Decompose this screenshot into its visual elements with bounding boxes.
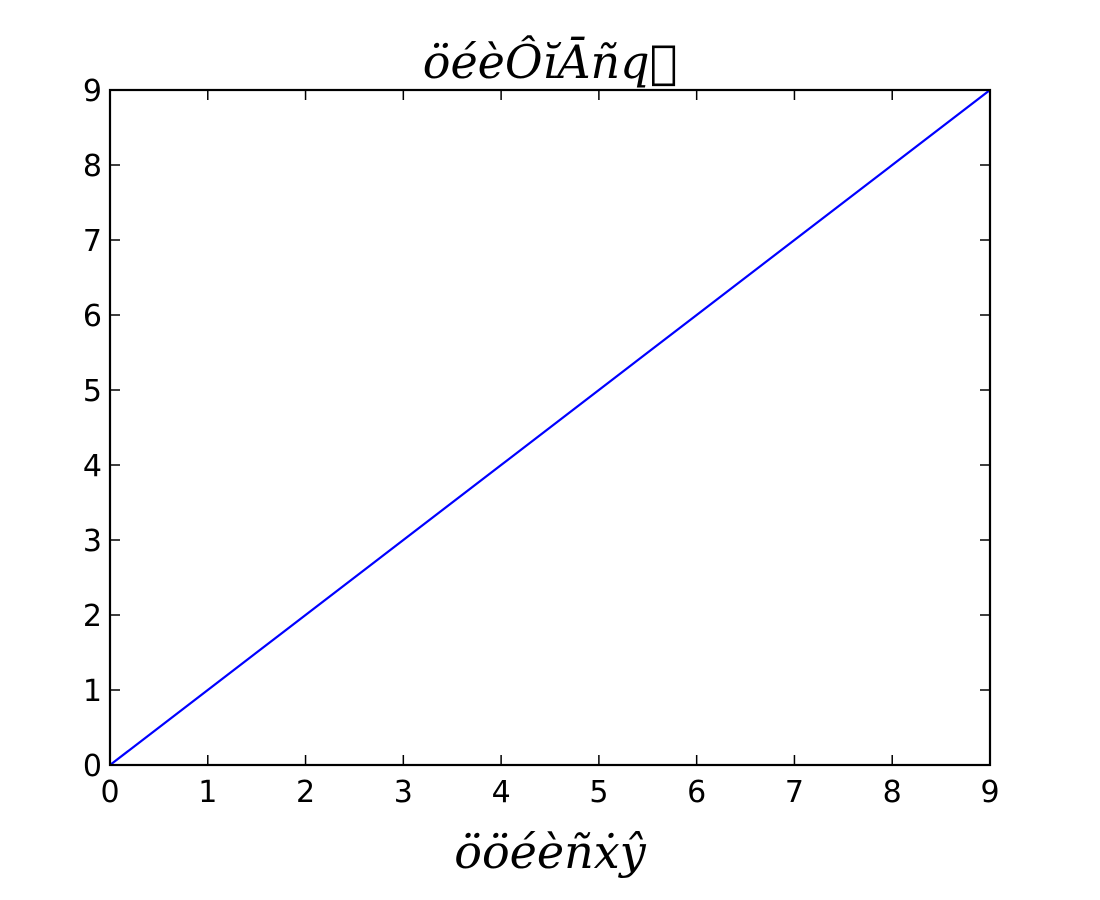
series-line-0 [109,89,991,766]
x-tick-label: 3 [394,775,413,810]
y-tick-label: 0 [83,749,102,784]
x-tick-label: 9 [980,775,999,810]
x-tick-label: 8 [883,775,902,810]
y-tick-label: 5 [83,374,102,409]
x-tick-label: 6 [687,775,706,810]
x-tick-label: 0 [100,775,119,810]
x-tick-label: 4 [492,775,511,810]
y-tick-label: 4 [83,449,102,484]
series-layer [109,89,991,766]
axes-frame [108,88,992,767]
ticks-layer: 0 1 2 3 4 5 6 7 8 9 0 1 2 3 4 5 6 7 8 9 [83,74,1000,810]
y-tick-label: 8 [83,149,102,184]
x-tick-label: 2 [296,775,315,810]
x-tick-label: 5 [589,775,608,810]
x-axis-label: ööéèñẋŷ [454,825,646,879]
y-tick-label: 6 [83,299,102,334]
y-tick-label: 2 [83,599,102,634]
y-tick-label: 9 [83,74,102,109]
x-tick-label: 1 [198,775,217,810]
chart-title: öéèÔĭĀñq⃗ [423,34,677,89]
y-tick-label: 7 [83,224,102,259]
y-tick-label: 3 [83,524,102,559]
axes-layer [108,88,992,767]
x-tick-label: 7 [785,775,804,810]
y-tick-label: 1 [83,674,102,709]
